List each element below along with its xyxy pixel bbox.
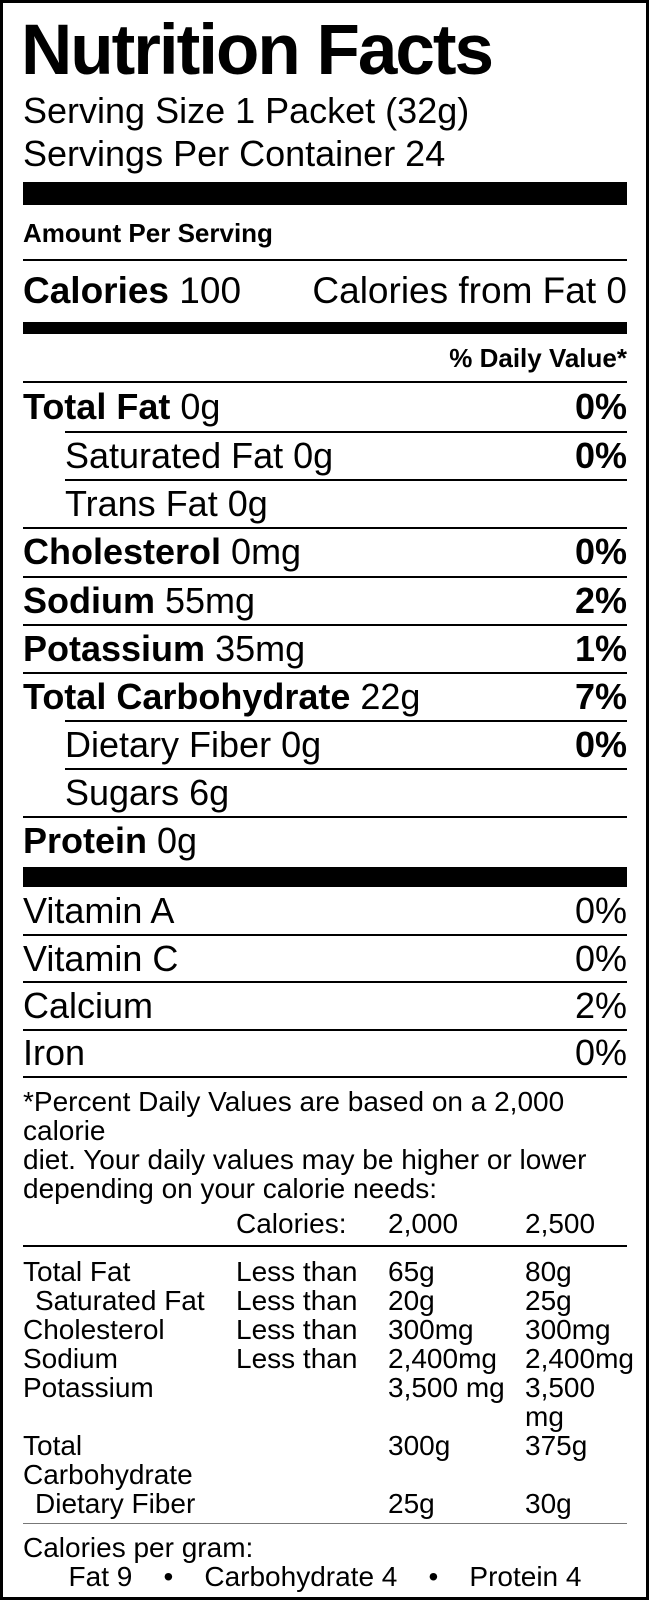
- nutrient-row-dietary-fiber: Dietary Fiber 0g 0%: [65, 720, 627, 768]
- footnote-line: diet. Your daily values may be higher or…: [23, 1143, 587, 1175]
- ref-row-name: Total Fat: [23, 1255, 131, 1287]
- section-bar-calories: [23, 321, 627, 335]
- section-bar-vitamins: [23, 866, 627, 887]
- calories-value: Calories 100: [23, 269, 242, 311]
- ref-row-name: Sodium: [23, 1342, 118, 1374]
- dv-value: 2%: [574, 579, 627, 621]
- dv-value: 0%: [574, 531, 627, 573]
- serving-size-line: Serving Size 1 Packet (32g): [23, 89, 470, 131]
- ref-row-name: Saturated Fat: [35, 1284, 205, 1316]
- reference-table: Total Fat Less than 65g 80g Saturated Fa…: [23, 1255, 634, 1519]
- ref-row-name: Dietary Fiber: [35, 1487, 196, 1519]
- ref-row-name: Cholesterol: [23, 1313, 165, 1345]
- vitamin-row-calcium: Calcium 2%: [23, 981, 627, 1028]
- reference-table-top-rule: [23, 1244, 627, 1247]
- ref-header-calories: Calories:: [236, 1207, 347, 1239]
- calories-per-gram-values: Fat 9 • Carbohydrate 4 • Protein 4: [68, 1560, 582, 1592]
- dv-value: 0%: [574, 1032, 627, 1074]
- reference-table-header: Calories: 2,000 2,500: [23, 1209, 627, 1238]
- nutrient-row-saturated-fat: Saturated Fat 0g 0%: [65, 431, 627, 479]
- nutrient-row-potassium: Potassium 35mg 1%: [23, 623, 627, 672]
- ref-row-name: Potassium: [23, 1371, 154, 1403]
- calories-per-gram-section: Calories per gram: Fat 9 • Carbohydrate …: [23, 1524, 627, 1591]
- nutrient-row-total-fat: Total Fat 0g 0%: [23, 386, 627, 428]
- nutrient-row-sugars: Sugars 6g: [65, 768, 627, 816]
- servings-per-container-line: Servings Per Container 24: [23, 132, 446, 174]
- dv-value: 0%: [574, 937, 627, 979]
- dv-value: 7%: [574, 675, 627, 717]
- dv-value: 2%: [574, 985, 627, 1026]
- daily-values-footnote: *Percent Daily Values are based on a 2,0…: [23, 1075, 627, 1204]
- calories-row: Calories 100 Calories from Fat 0: [23, 261, 627, 322]
- calories-label: Calories: [23, 269, 170, 311]
- dv-value: 0%: [574, 724, 627, 766]
- nutrient-row-total-carbohydrate: Total Carbohydrate 22g 7%: [23, 671, 627, 720]
- daily-value-header: % Daily Value*: [23, 334, 627, 384]
- dv-value: 0%: [574, 435, 627, 477]
- dv-value: 1%: [574, 627, 627, 669]
- nutrient-row-cholesterol: Cholesterol 0mg 0%: [23, 527, 627, 575]
- calories-from-fat: Calories from Fat 0: [312, 269, 627, 311]
- amount-per-serving-heading: Amount Per Serving: [23, 205, 627, 261]
- nutrient-row-trans-fat: Trans Fat 0g: [65, 479, 627, 527]
- ref-row-name: Total Carbohydrate: [23, 1429, 193, 1490]
- nutrient-row-protein: Protein 0g: [23, 816, 627, 864]
- dv-value: 0%: [574, 889, 627, 931]
- vitamin-row-vitamin-a: Vitamin A 0%: [23, 889, 627, 931]
- footnote-line: depending on your calorie needs:: [23, 1172, 438, 1204]
- calories-per-gram-rule: [23, 1522, 627, 1524]
- dv-value: 0%: [574, 386, 627, 428]
- nutrient-row-sodium: Sodium 55mg 2%: [23, 575, 627, 624]
- footnote-line: *Percent Daily Values are based on a 2,0…: [23, 1085, 565, 1146]
- ref-header-2500: 2,500: [525, 1207, 596, 1239]
- ref-header-2000: 2,000: [388, 1207, 459, 1239]
- calories-per-gram-label: Calories per gram:: [23, 1531, 254, 1563]
- vitamin-row-iron: Iron 0%: [23, 1028, 627, 1076]
- section-bar-top: [23, 181, 627, 205]
- vitamin-row-vitamin-c: Vitamin C 0%: [23, 934, 627, 981]
- label-title: Nutrition Facts: [21, 11, 494, 90]
